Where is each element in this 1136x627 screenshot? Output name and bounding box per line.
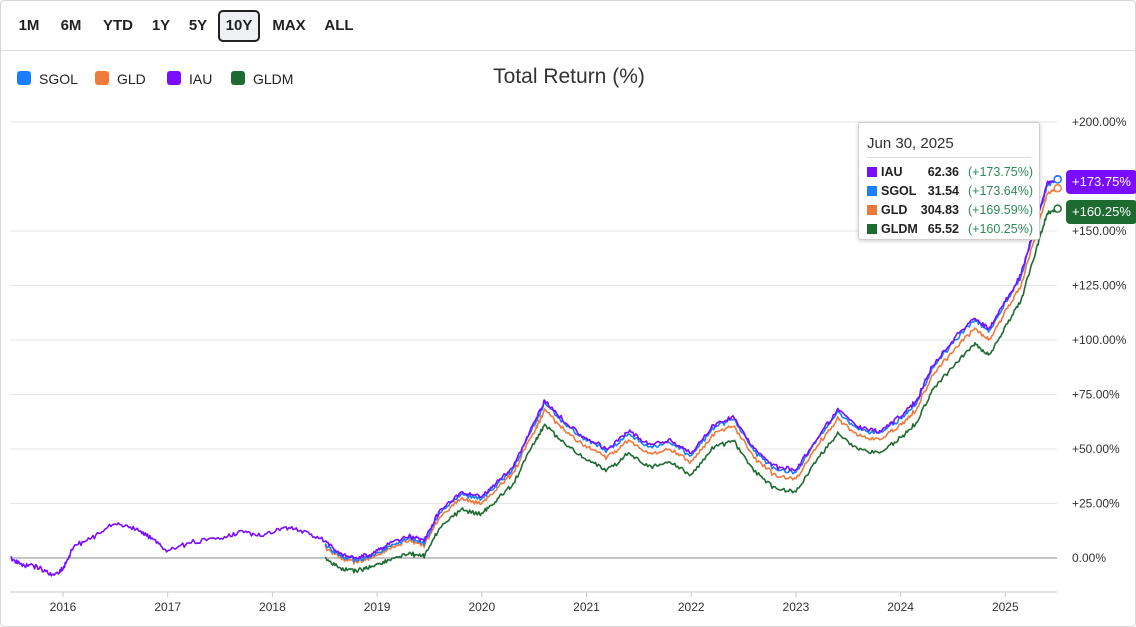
series-line-gld (324, 186, 1059, 565)
range-button-all[interactable]: ALL (324, 17, 354, 34)
x-tick-label: 2022 (678, 600, 705, 614)
tooltip-change: (+173.75%) (968, 165, 1033, 179)
y-tick-label: +200.00% (1072, 115, 1127, 129)
range-selector: 1M 6M YTD 1Y 5Y 10Y MAX ALL (1, 1, 1135, 51)
y-tick-label: +25.00% (1072, 497, 1120, 511)
x-tick-label: 2024 (887, 600, 914, 614)
tooltip-value: 62.36 (927, 165, 959, 179)
legend-swatch (167, 71, 181, 85)
chart-title: Total Return (%) (493, 65, 645, 88)
y-tick-label: 0.00% (1072, 551, 1106, 565)
y-tick-label: +100.00% (1072, 333, 1127, 347)
tooltip-date: Jun 30, 2025 (867, 135, 954, 152)
tooltip-row-sgol: SGOL 31.54 (+173.64%) (867, 182, 1033, 200)
y-tick-label: +125.00% (1072, 279, 1127, 293)
tooltip-symbol: IAU (881, 165, 903, 179)
x-tick-label: 2020 (468, 600, 495, 614)
tooltip-symbol: GLDM (881, 222, 918, 236)
tooltip-swatch (867, 205, 877, 215)
series-line-gldm (324, 207, 1059, 574)
series-end-marker-gld (1053, 184, 1062, 193)
tooltip-row-iau: IAU 62.36 (+173.75%) (867, 163, 1033, 181)
tooltip-row-gld: GLD 304.83 (+169.59%) (867, 201, 1033, 219)
end-value-label: +173.75% (1066, 170, 1136, 194)
x-tick-label: 2019 (364, 600, 391, 614)
legend-label: GLD (117, 71, 146, 87)
tooltip: Jun 30, 2025 IAU 62.36 (+173.75%) SGOL 31.54… (858, 122, 1040, 240)
range-button-5y[interactable]: 5Y (188, 17, 208, 34)
legend-label: SGOL (39, 71, 78, 87)
series-end-marker-sgol (1053, 175, 1062, 184)
legend-swatch (95, 71, 109, 85)
tooltip-symbol: SGOL (881, 184, 917, 198)
tooltip-change: (+173.64%) (968, 184, 1033, 198)
y-tick-label: +150.00% (1072, 224, 1127, 238)
range-button-6m[interactable]: 6M (60, 17, 82, 34)
end-value-label: +160.25% (1066, 200, 1136, 224)
series-line-iau (10, 177, 1059, 577)
range-button-1y[interactable]: 1Y (151, 17, 171, 34)
legend-label: IAU (189, 71, 213, 87)
x-tick-label: 2023 (783, 600, 810, 614)
series-end-marker-gldm (1053, 204, 1062, 213)
legend-label: GLDM (253, 71, 294, 87)
tooltip-value: 304.83 (920, 203, 959, 217)
x-tick-label: 2018 (259, 600, 286, 614)
tooltip-symbol: GLD (881, 203, 908, 217)
tooltip-swatch (867, 167, 877, 177)
legend-swatch (231, 71, 245, 85)
tooltip-change: (+160.25%) (968, 222, 1033, 236)
tooltip-value: 31.54 (927, 184, 959, 198)
y-tick-label: +75.00% (1072, 388, 1120, 402)
range-button-1m[interactable]: 1M (18, 17, 40, 34)
range-button-10y[interactable]: 10Y (218, 10, 260, 42)
tooltip-divider (867, 157, 1031, 158)
x-tick-label: 2021 (573, 600, 600, 614)
range-button-ytd[interactable]: YTD (103, 17, 133, 34)
tooltip-row-gldm: GLDM 65.52 (+160.25%) (867, 220, 1033, 238)
tooltip-value: 65.52 (927, 222, 959, 236)
x-tick-label: 2016 (50, 600, 77, 614)
tooltip-swatch (867, 224, 877, 234)
legend-swatch (17, 71, 31, 85)
tooltip-swatch (867, 186, 877, 196)
y-tick-label: +50.00% (1072, 442, 1120, 456)
x-tick-label: 2025 (992, 600, 1019, 614)
range-button-max[interactable]: MAX (272, 17, 306, 34)
x-tick-label: 2017 (154, 600, 181, 614)
tooltip-change: (+169.59%) (968, 203, 1033, 217)
